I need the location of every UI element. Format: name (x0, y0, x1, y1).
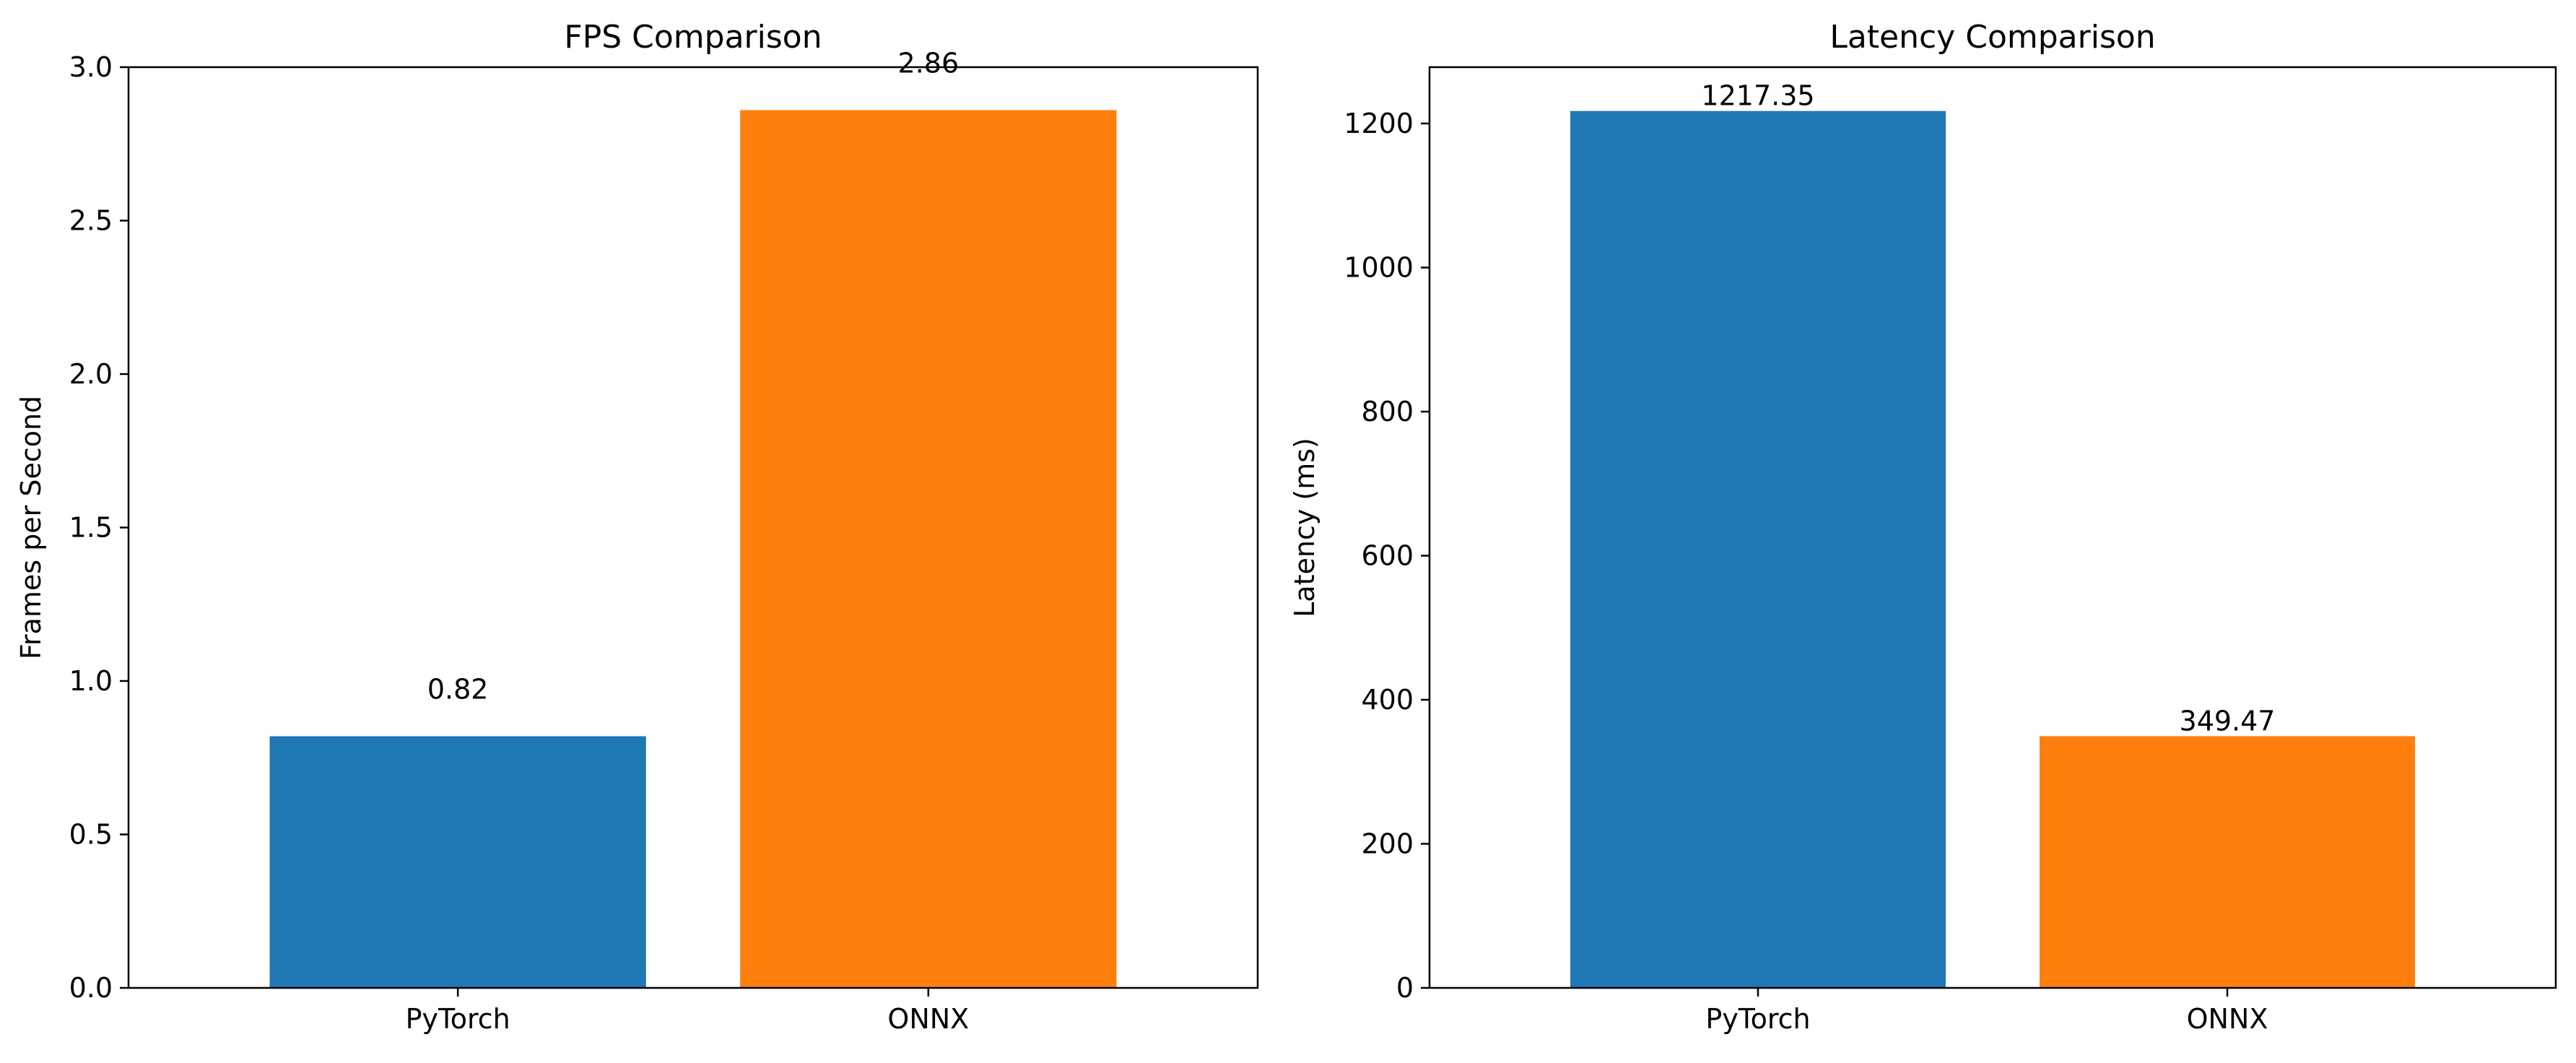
latency-ytick-label: 1000 (1344, 252, 1414, 284)
fps-ytick-label: 0.0 (69, 972, 113, 1004)
latency-ytick-label: 1200 (1344, 108, 1414, 139)
latency-y-axis-label: Latency (ms) (1289, 438, 1320, 617)
fps-bar-pytorch (269, 736, 646, 988)
fps-y-axis-label: Frames per Second (15, 396, 47, 659)
latency-ytick-label: 400 (1361, 684, 1414, 716)
latency-xtick-label-onnx: ONNX (2187, 1003, 2268, 1035)
latency-bar-onnx (2040, 736, 2415, 988)
latency-xtick-label-pytorch: PyTorch (1705, 1003, 1810, 1035)
fps-xtick-label-onnx: ONNX (887, 1003, 969, 1035)
fps-ytick-label: 1.5 (69, 512, 113, 544)
fps-ytick-label: 0.5 (69, 819, 113, 851)
fps-chart-panel: 0.82 2.86 0.0 0.5 1.0 1.5 2.0 2.5 3.0 PyTorch ONNX… (15, 19, 1259, 1035)
latency-ytick-label: 0 (1396, 972, 1414, 1004)
latency-ytick-label: 800 (1361, 396, 1414, 428)
latency-bar-pytorch (1570, 110, 1946, 989)
fps-bar-onnx (740, 110, 1117, 988)
latency-data-label-pytorch: 1217.35 (1701, 80, 1814, 112)
fps-ytick-label: 3.0 (69, 51, 113, 83)
latency-ytick-label: 600 (1361, 540, 1414, 572)
latency-axes-frame (1428, 66, 2557, 989)
fps-data-label-pytorch: 0.82 (427, 674, 489, 706)
fps-data-label-onnx: 2.86 (898, 48, 960, 79)
latency-chart-title: Latency Comparison (1829, 19, 2155, 56)
latency-data-label-onnx: 349.47 (2180, 705, 2276, 737)
latency-ytick-label: 200 (1361, 828, 1414, 860)
fps-chart-title: FPS Comparison (564, 19, 822, 56)
fps-ytick-label: 2.0 (69, 358, 113, 390)
fps-ytick-label: 1.0 (69, 665, 113, 697)
fps-ytick-label: 2.5 (69, 205, 113, 237)
latency-chart-panel: 1217.35 349.47 0 200 400 600 800 1000 1200 PyTorc… (1289, 19, 2557, 1035)
fps-xtick-label-pytorch: PyTorch (406, 1003, 510, 1035)
